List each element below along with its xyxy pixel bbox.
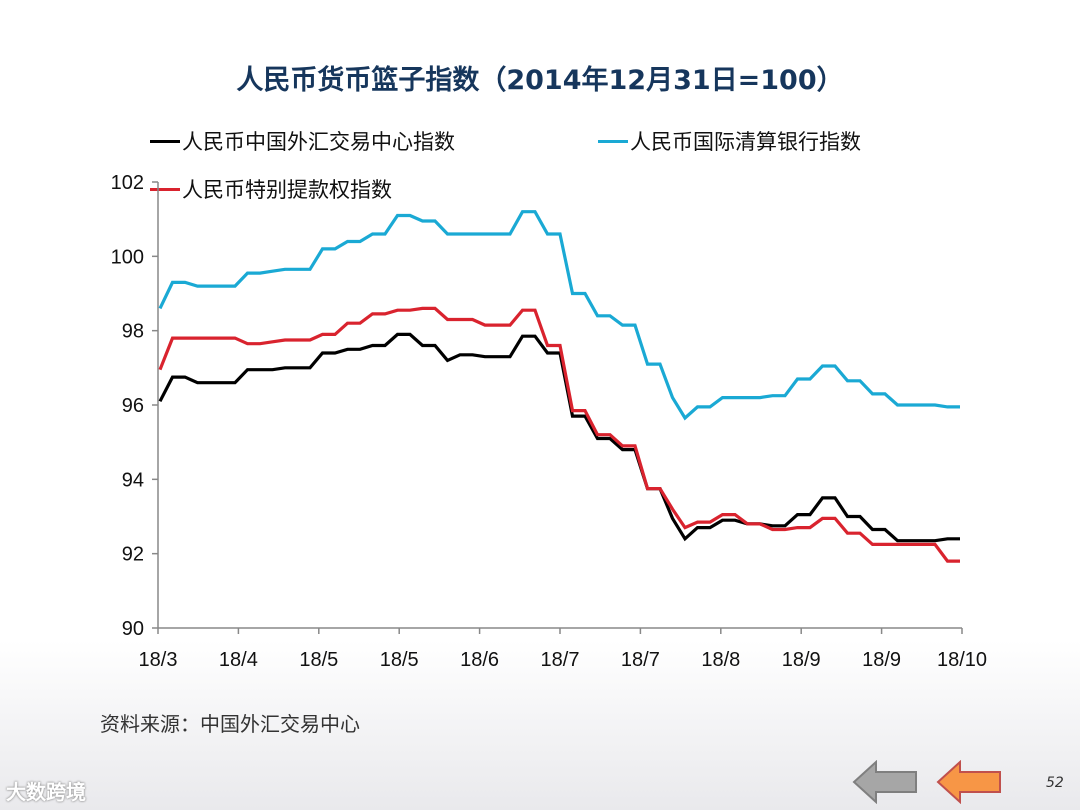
- series-line-bis: [158, 210, 960, 421]
- series-line-sdr: [158, 306, 960, 563]
- legend-item-sdr: 人民币特别提款权指数: [150, 174, 392, 204]
- series-line-cfets: [158, 332, 960, 543]
- chart-title: 人民币货币篮子指数（2014年12月31日=100）: [236, 65, 844, 96]
- legend-swatch-cfets: [150, 139, 180, 143]
- y-tick-label: 94: [122, 469, 144, 491]
- legend-item-bis: 人民币国际清算银行指数: [598, 126, 861, 156]
- legend-label-cfets: 人民币中国外汇交易中心指数: [182, 130, 455, 154]
- legend-label-sdr: 人民币特别提款权指数: [182, 178, 392, 202]
- previous-button[interactable]: [936, 759, 1002, 805]
- y-tick-label: 92: [122, 544, 144, 566]
- watermark-logo: 大数跨境: [6, 776, 86, 805]
- legend-swatch-bis: [598, 139, 628, 143]
- y-tick-label: 102: [111, 172, 144, 194]
- legend-label-bis: 人民币国际清算银行指数: [630, 130, 861, 154]
- legend-swatch-sdr: [150, 187, 180, 191]
- chart-axes: [157, 182, 962, 629]
- back-button[interactable]: [852, 759, 918, 805]
- y-tick-label: 98: [122, 321, 144, 343]
- arrow-left-gray-icon: [852, 759, 917, 805]
- legend-item-cfets: 人民币中国外汇交易中心指数: [150, 126, 455, 156]
- y-tick-label: 96: [122, 395, 144, 417]
- watermark-text: 大数跨境: [6, 780, 86, 804]
- arrow-left-orange-icon: [936, 759, 1001, 805]
- page-number: 52: [1046, 775, 1064, 791]
- chart-series: [158, 210, 960, 563]
- source-note: 资料来源：中国外汇交易中心: [100, 712, 360, 736]
- y-tick-label: 90: [122, 618, 144, 640]
- y-tick-label: 100: [111, 246, 144, 268]
